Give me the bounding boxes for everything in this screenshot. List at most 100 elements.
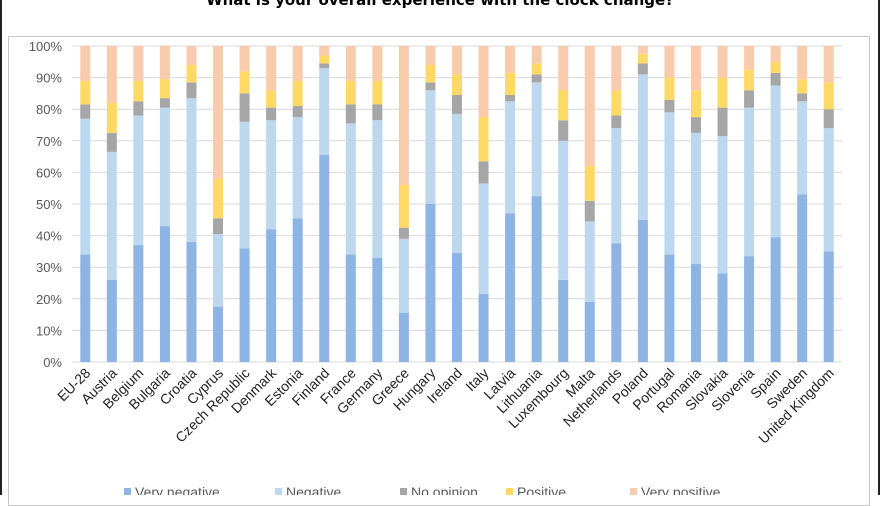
y-tick-label: 60% — [36, 165, 62, 180]
y-tick-label: 10% — [36, 323, 62, 338]
bar-segment-very-positive — [292, 46, 303, 81]
bar-segment-positive — [823, 82, 834, 110]
bar-segment-no-opinion — [823, 109, 834, 129]
legend-item: Very positive — [630, 484, 721, 495]
bar-segment-very-negative — [133, 245, 144, 362]
bar-segment-very-positive — [398, 46, 409, 186]
bar-segment-no-opinion — [106, 132, 117, 152]
bar-segment-negative — [266, 120, 277, 230]
bar-segment-positive — [531, 63, 542, 75]
bar-segment-positive — [80, 80, 91, 105]
bar-segment-negative — [398, 238, 409, 314]
bar-stack — [186, 46, 197, 362]
bar-segment-negative — [345, 123, 356, 255]
bar-segment-very-negative — [80, 254, 91, 362]
bar-segment-negative — [80, 118, 91, 255]
x-axis-labels: EU-28AustriaBelgiumBulgariaCroatiaCyprus… — [54, 364, 837, 446]
bar-segment-very-negative — [213, 306, 224, 362]
bar-segment-very-negative — [770, 237, 781, 362]
bar-segment-very-negative — [106, 279, 117, 362]
bar-segment-no-opinion — [345, 104, 356, 124]
bar-segment-no-opinion — [319, 63, 330, 69]
chart-title: What is your overall experience with the… — [206, 0, 674, 9]
bar-segment-negative — [505, 101, 516, 214]
bar-segment-very-positive — [637, 46, 648, 54]
bar-segment-no-opinion — [213, 218, 224, 235]
bar-stack — [558, 46, 569, 362]
bar-segment-positive — [425, 64, 436, 83]
bar-stack — [531, 46, 542, 362]
bar-segment-very-positive — [159, 46, 170, 80]
bar-segment-no-opinion — [372, 104, 383, 121]
bar-segment-very-positive — [345, 46, 356, 81]
bar-segment-negative — [425, 90, 436, 204]
bar-segment-very-negative — [637, 219, 648, 362]
y-tick-label: 30% — [36, 260, 62, 275]
bar-segment-positive — [452, 74, 462, 95]
y-tick-label: 70% — [36, 134, 62, 149]
bar-segment-positive — [266, 90, 277, 108]
bar-segment-no-opinion — [770, 72, 781, 86]
bar-segment-very-positive — [664, 46, 675, 78]
bar-segment-negative — [770, 85, 781, 238]
right-edge-border — [878, 0, 880, 495]
bar-segment-very-positive — [266, 46, 277, 91]
bar-segment-positive — [770, 61, 781, 73]
bar-segment-positive — [239, 71, 250, 94]
bar-segment-very-negative — [372, 257, 383, 362]
bar-segment-positive — [159, 79, 170, 99]
y-tick-label: 90% — [36, 71, 62, 86]
bar-segment-negative — [106, 151, 117, 280]
bar-segment-negative — [744, 107, 755, 257]
bar-stack — [239, 46, 250, 362]
bar-stack — [637, 46, 648, 362]
bar-segment-very-positive — [505, 46, 516, 73]
bar-segment-no-opinion — [478, 161, 489, 184]
y-tick-label: 80% — [36, 102, 62, 117]
bar-segment-positive — [611, 90, 622, 116]
bar-segment-positive — [558, 90, 569, 121]
bar-segment-very-negative — [452, 252, 462, 362]
bar-segment-negative — [531, 82, 542, 197]
bar-segment-very-negative — [319, 155, 330, 362]
bar-segment-no-opinion — [505, 94, 516, 102]
bar-segment-very-negative — [823, 251, 834, 362]
bar-segment-positive — [345, 80, 356, 105]
bar-segment-very-negative — [425, 204, 436, 362]
bar-segment-very-negative — [159, 226, 170, 362]
bar-stack — [319, 46, 330, 362]
bar-segment-negative — [584, 221, 595, 302]
legend-label: Positive — [517, 484, 566, 495]
y-axis-ticks: 0% 10% 20% 30% 40% 50% 60% 70% 80% 90% 100% — [29, 39, 63, 370]
bar-segment-no-opinion — [664, 99, 675, 113]
bar-segment-negative — [319, 68, 330, 156]
bar-segment-very-negative — [531, 196, 542, 362]
y-tick-label: 100% — [29, 39, 63, 54]
bar-segment-very-positive — [531, 46, 542, 64]
bar-segment-no-opinion — [744, 90, 755, 108]
bar-segment-negative — [664, 112, 675, 255]
bar-segment-positive — [505, 72, 516, 95]
bar-stack — [823, 46, 834, 362]
bar-segment-no-opinion — [797, 93, 808, 102]
bar-segment-positive — [717, 77, 728, 108]
legend-item: Positive — [506, 484, 566, 495]
bar-segment-very-negative — [398, 313, 409, 362]
bar-stack — [478, 46, 489, 362]
bar-stack — [133, 46, 144, 362]
bar-segment-very-positive — [319, 46, 330, 56]
bar-segment-very-positive — [611, 46, 622, 91]
bar-segment-no-opinion — [531, 74, 542, 83]
y-tick-label: 0% — [43, 355, 62, 370]
bar-stack — [398, 46, 409, 362]
bar-segment-positive — [106, 102, 117, 133]
bar-segment-positive — [584, 166, 595, 201]
bar-stack — [744, 46, 755, 362]
bar-segment-very-negative — [664, 254, 675, 362]
bar-stack — [664, 46, 675, 362]
bar-segment-positive — [744, 69, 755, 91]
bar-segment-very-positive — [133, 46, 144, 81]
legend-label: Very positive — [641, 484, 721, 495]
legend-swatch — [400, 488, 407, 495]
bar-stack — [505, 46, 516, 362]
